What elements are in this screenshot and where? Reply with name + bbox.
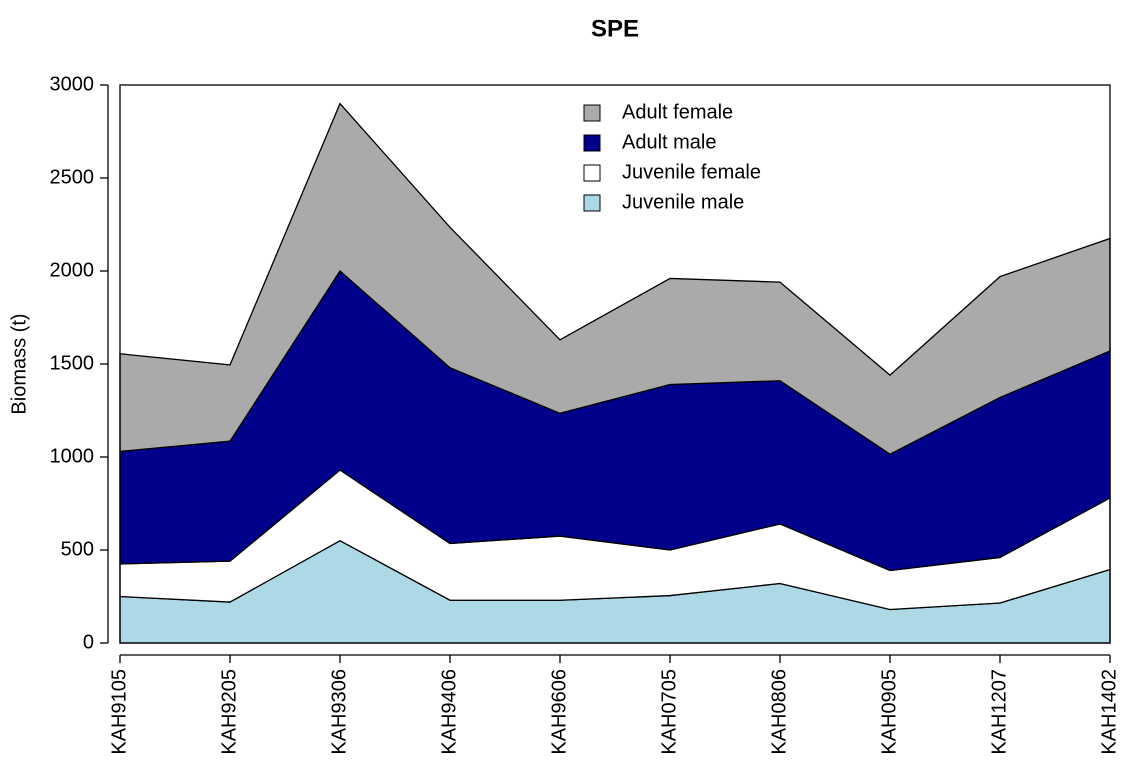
y-tick-label: 3000 xyxy=(50,73,95,95)
y-tick-label: 1000 xyxy=(50,445,95,467)
x-tick-label: KAH1402 xyxy=(1098,669,1120,755)
x-tick-label: KAH9406 xyxy=(438,669,460,755)
plot-frame xyxy=(119,84,1111,644)
y-tick-label: 2000 xyxy=(50,259,95,281)
legend-swatch xyxy=(583,164,601,182)
x-tick-label: KAH9105 xyxy=(108,669,130,755)
legend-label: Juvenile female xyxy=(622,161,761,183)
x-tick-label: KAH0806 xyxy=(768,669,790,755)
y-tick-label: 0 xyxy=(83,631,94,653)
x-tick-label: KAH1207 xyxy=(988,669,1010,755)
x-tick-label: KAH9205 xyxy=(218,669,240,755)
x-tick-label: KAH0705 xyxy=(658,669,680,755)
x-tick-label: KAH9306 xyxy=(328,669,350,755)
legend-swatch xyxy=(583,104,601,122)
legend-label: Juvenile male xyxy=(622,191,744,213)
chart-title: SPE xyxy=(591,15,639,42)
y-axis-title: Biomass (t) xyxy=(8,313,30,414)
y-tick-label: 2500 xyxy=(50,166,95,188)
y-tick-label: 1500 xyxy=(50,352,95,374)
legend-swatch xyxy=(583,194,601,212)
x-tick-label: KAH9606 xyxy=(548,669,570,755)
legend-label: Adult male xyxy=(622,131,717,153)
y-tick-label: 500 xyxy=(61,538,94,560)
legend-swatch xyxy=(583,134,601,152)
legend-label: Adult female xyxy=(622,101,733,123)
x-tick-label: KAH0905 xyxy=(878,669,900,755)
